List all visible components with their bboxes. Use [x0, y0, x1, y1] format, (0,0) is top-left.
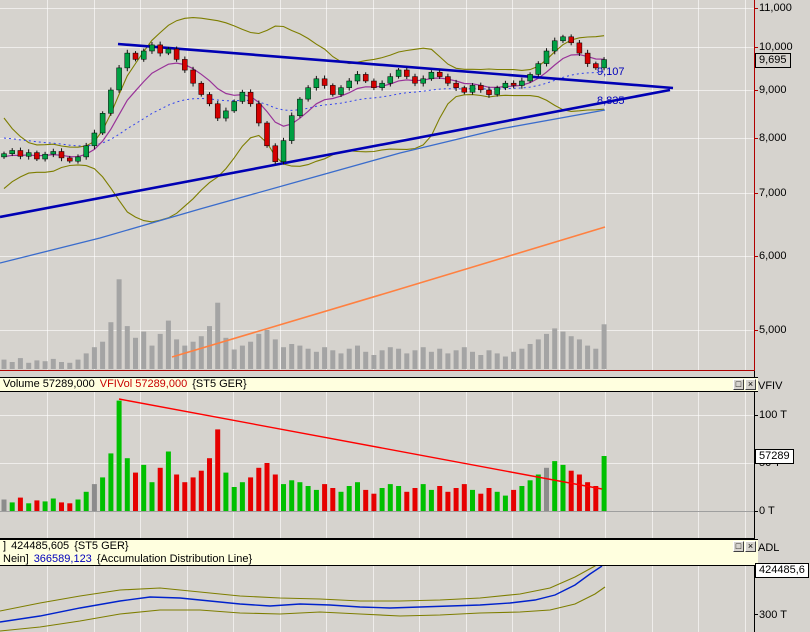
axis-tick-mark	[755, 193, 758, 194]
indicator-name-label: {Accumulation Distribution Line}	[96, 553, 253, 565]
symbol-label: {ST5 GER}	[192, 378, 247, 390]
axis-tick-label: 5,000	[759, 324, 787, 336]
volume-trendline	[118, 398, 603, 490]
axis-tick-label: 6,000	[759, 249, 787, 262]
long-term-ma-line	[0, 109, 606, 264]
adl-value-box: 424485,6	[755, 563, 809, 578]
adl-pane-subheader[interactable]: Nein] 366589,123 {Accumulation Distributio…	[0, 553, 758, 566]
axis-tick-label: 7,000	[759, 186, 787, 199]
volume-value-box: 57289	[755, 449, 794, 464]
adl-value-label: 366589,123	[33, 553, 92, 565]
axis-tick-label: 9,000	[759, 83, 787, 96]
axis-tick-label: 0 T	[759, 505, 775, 517]
axis-tick-mark	[755, 90, 758, 91]
adl-pane-header[interactable]: ] 424485,605 {ST5 GER} □ ×	[0, 539, 758, 553]
ascending-trendline	[0, 88, 671, 219]
volume-value-label: Volume 57289,000	[3, 378, 95, 390]
candlesticks	[1, 34, 607, 165]
axis-tick-label: 100 T	[759, 409, 787, 421]
close-pane-button[interactable]: ×	[745, 541, 756, 552]
vfivol-value-label: VFIVol 57289,000	[99, 378, 188, 390]
volume-pane-axis-title: VFIV	[758, 380, 783, 392]
axis-tick-label: 11,000	[759, 2, 792, 14]
close-pane-button[interactable]: ×	[745, 379, 756, 390]
axis-tick-mark	[755, 47, 758, 48]
axis-tick-mark	[755, 415, 758, 416]
axis-tick-mark	[755, 256, 758, 257]
main-pane-right-border	[754, 0, 755, 371]
axis-tick-mark	[755, 614, 758, 615]
orange-ma-line	[171, 226, 606, 358]
axis-tick-label: 8,000	[759, 132, 787, 145]
adl-param-label: Nein]	[3, 553, 29, 565]
adl-pane-axis-title: ADL	[758, 542, 780, 554]
axis-tick-mark	[755, 138, 758, 139]
main-pane-bottom-border	[0, 370, 755, 371]
trendline-value-label: 9,107	[597, 66, 625, 78]
descending-trendline	[117, 42, 674, 90]
restore-pane-button[interactable]: □	[733, 541, 744, 552]
restore-pane-button[interactable]: □	[733, 379, 744, 390]
axis-tick-mark	[755, 511, 758, 512]
adl-band-value-label: 424485,605	[11, 540, 70, 552]
volume-pane-bottom-border	[0, 538, 755, 539]
axis-separator-line	[754, 371, 755, 632]
axis-tick-mark	[755, 8, 758, 9]
volume-pane-bars	[1, 400, 607, 511]
volume-pane-header[interactable]: Volume 57289,000 VFIVol 57289,000 {ST5 GER…	[0, 377, 758, 392]
main-volume-bars	[1, 279, 607, 369]
symbol-label: {ST5 GER}	[74, 540, 129, 552]
last-price-box: 9,695	[755, 53, 791, 68]
axis-tick-label: 300 T	[759, 609, 787, 621]
adl-lines	[0, 566, 606, 632]
axis-tick-label: 10,000	[759, 40, 793, 53]
axis-tick-mark	[755, 330, 758, 331]
trendline-value-label: 8,835	[597, 95, 625, 107]
adl-param-label: ]	[3, 540, 7, 552]
